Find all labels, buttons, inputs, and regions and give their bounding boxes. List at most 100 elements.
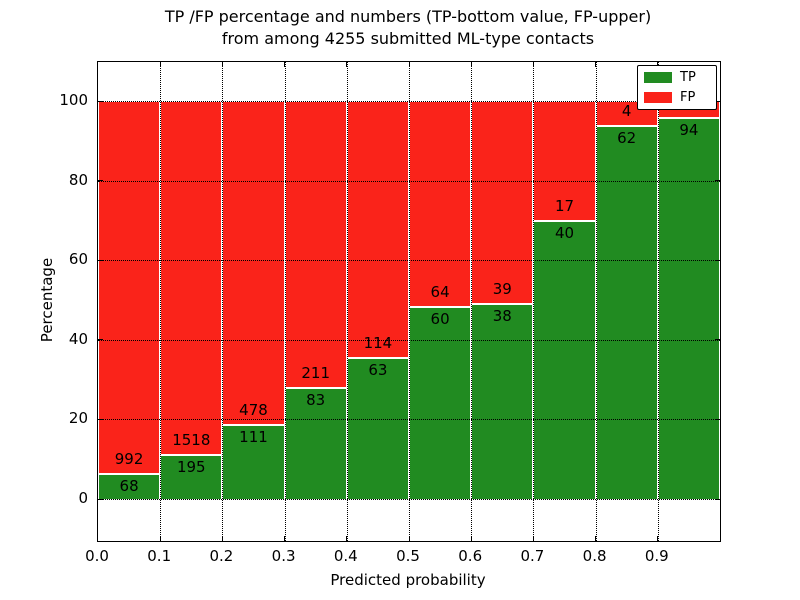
y-tick-label: 0 — [78, 489, 88, 507]
y-tickmark — [715, 259, 720, 261]
x-tick-label: 0.0 — [85, 547, 109, 565]
bar-segment-tp — [534, 219, 595, 499]
x-tick-label: 0.8 — [582, 547, 607, 565]
x-tickmark — [595, 62, 597, 67]
bar-segment-tp — [472, 302, 533, 499]
tp-count-label: 111 — [239, 427, 268, 446]
bar-segment-fp — [472, 102, 533, 304]
x-tickmark — [657, 536, 659, 541]
bar-segment-tp — [347, 357, 408, 499]
stacked-bar — [346, 101, 409, 499]
bar-segment-fp — [347, 102, 408, 359]
tp-count-label: 195 — [176, 457, 206, 476]
v-gridline — [657, 62, 659, 541]
bar-segment-tp — [596, 125, 657, 499]
y-tick-label: 60 — [68, 250, 88, 269]
y-tickmark — [98, 259, 103, 261]
bar-segment-fp — [410, 102, 471, 308]
fp-count-label: 478 — [239, 401, 268, 419]
bar-segment-fp — [99, 102, 160, 475]
y-tickmark — [98, 339, 103, 341]
tp-count-label: 38 — [492, 306, 512, 325]
v-gridline — [222, 62, 224, 541]
bar-segment-tp — [99, 473, 160, 499]
x-tickmark — [470, 62, 472, 67]
bar-segment-fp — [534, 102, 595, 221]
bar-segment-tp — [161, 453, 222, 499]
fp-legend-swatch — [644, 92, 672, 103]
v-gridline — [346, 62, 348, 541]
stacked-bar — [471, 101, 534, 499]
tp-count-label: 62 — [617, 129, 637, 148]
fp-count-label: 64 — [430, 283, 450, 302]
x-tickmark — [532, 536, 534, 541]
y-tickmark — [715, 339, 720, 341]
y-tickmark — [715, 100, 720, 102]
legend-item-tp: TP — [644, 71, 710, 84]
bar-segment-tp — [658, 117, 719, 499]
x-tickmark — [221, 62, 223, 67]
fp-count-label: 211 — [301, 363, 330, 382]
x-tickmark — [408, 536, 410, 541]
y-tick-label: 40 — [68, 329, 88, 348]
y-tickmark — [98, 498, 103, 500]
x-tickmark — [595, 536, 597, 541]
x-tickmark — [159, 62, 161, 67]
v-gridline — [595, 62, 597, 541]
bar-segment-fp — [223, 102, 284, 425]
fp-count-label: 1518 — [172, 430, 211, 449]
v-gridline — [160, 62, 162, 541]
y-tick-label: 80 — [68, 170, 88, 189]
chart-title-line-2: from among 4255 submitted ML-type contac… — [221, 29, 595, 48]
x-tick-label: 0.7 — [520, 547, 545, 565]
tp-count-label: 40 — [554, 223, 575, 242]
x-axis-label: Predicted probability — [330, 571, 486, 589]
bar-segment-tp — [223, 424, 284, 499]
legend-item-fp: FP — [644, 91, 710, 104]
x-tick-label: 0.4 — [333, 547, 358, 565]
x-tickmark — [346, 536, 348, 541]
y-tick-label: 20 — [68, 409, 88, 428]
bar-segment-tp — [410, 306, 471, 499]
legend: TP FP — [637, 65, 717, 110]
x-tick-label: 0.9 — [644, 547, 669, 565]
fp-count-label: 4 — [621, 102, 632, 121]
bar-segment-fp — [285, 102, 346, 388]
y-tickmark — [98, 180, 103, 182]
y-tickmark — [98, 100, 103, 102]
x-tickmark — [159, 536, 161, 541]
x-tickmark — [346, 62, 348, 67]
x-tick-label: 0.2 — [209, 547, 234, 565]
x-tick-label: 0.6 — [458, 547, 483, 565]
y-tick-label: 100 — [59, 91, 88, 109]
x-tickmark — [284, 62, 286, 67]
y-tickmark — [715, 180, 720, 182]
stacked-bar — [284, 101, 347, 499]
fp-legend-label: FP — [680, 90, 696, 105]
y-tickmark — [715, 418, 720, 420]
bar-segment-fp — [161, 102, 222, 455]
tp-count-label: 83 — [306, 390, 326, 409]
fp-count-label: 39 — [492, 279, 512, 298]
stacked-bar — [409, 101, 472, 499]
stacked-bar — [595, 101, 658, 499]
fp-count-label: 992 — [114, 450, 144, 469]
x-tick-label: 0.3 — [271, 547, 296, 565]
tp-count-label: 94 — [679, 121, 699, 140]
plot-area: TP FP 992 68 1518 195 478 111 211 83 114 63 64 60 39… — [97, 61, 721, 542]
chart-title-line-1: TP /FP percentage and numbers (TP-bottom… — [164, 7, 652, 26]
x-tickmark — [532, 62, 534, 67]
stacked-bar — [657, 101, 720, 499]
fp-count-label: 114 — [363, 334, 393, 353]
tp-legend-label: TP — [680, 70, 696, 85]
fp-count-label: 17 — [554, 196, 575, 215]
x-tickmark — [221, 536, 223, 541]
tp-count-label: 60 — [430, 310, 450, 329]
x-tickmark — [284, 536, 286, 541]
v-gridline — [284, 62, 286, 541]
stacked-bar — [98, 101, 161, 499]
chart-title: TP /FP percentage and numbers (TP-bottom… — [97, 6, 719, 50]
v-gridline — [471, 62, 473, 541]
x-tick-label: 0.5 — [396, 547, 420, 565]
